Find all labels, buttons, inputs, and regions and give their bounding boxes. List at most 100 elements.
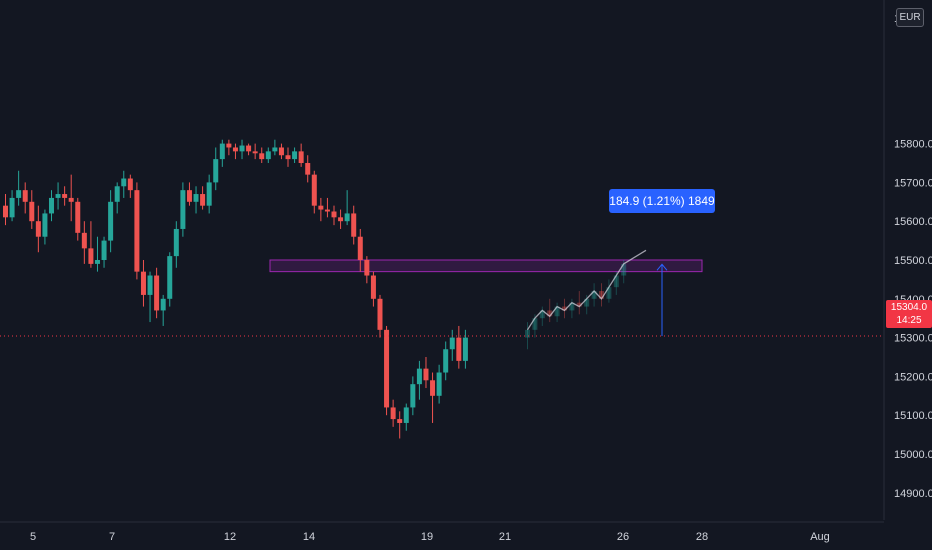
candle-body [298, 151, 304, 163]
projection-body [599, 291, 604, 299]
candle-body [68, 197, 74, 202]
candle-body [416, 368, 422, 385]
candle-body [213, 159, 219, 183]
candle-body [173, 228, 179, 257]
projection-body [532, 318, 538, 330]
candle-body [456, 337, 462, 361]
candle-body [232, 147, 238, 152]
candle-body [134, 190, 140, 272]
current-price-value: 15304.0 [890, 302, 928, 313]
candle-body [259, 153, 265, 160]
candle-body [324, 209, 330, 212]
countdown-timer: 14:25 [896, 315, 922, 326]
candle-body [292, 151, 298, 160]
x-tick-label: 21 [499, 531, 511, 543]
candle-body [29, 201, 35, 222]
candle-body [167, 256, 173, 299]
candle-body [35, 221, 41, 237]
candle-body [127, 178, 133, 191]
candle-body [370, 275, 376, 299]
x-tick-label: 7 [109, 531, 115, 543]
candle-body [443, 349, 449, 373]
candle-body [278, 147, 284, 156]
x-tick-label: 19 [421, 531, 433, 543]
candle-body [147, 275, 153, 295]
candle-body [75, 201, 81, 233]
zone-layer [269, 259, 703, 273]
candle-body [9, 197, 15, 218]
candle-body [449, 337, 455, 350]
candle-body [180, 190, 186, 229]
candle-body [62, 194, 68, 198]
candle-body [186, 190, 192, 202]
y-axis: 14900.015000.015100.015200.015300.015400… [883, 0, 932, 520]
candle-body [140, 271, 146, 295]
currency-badge[interactable]: EUR [896, 8, 924, 27]
projection-body [621, 263, 627, 276]
measure-arrowhead [656, 263, 668, 271]
candles-layer [3, 139, 468, 439]
candle-body [88, 248, 94, 264]
candle-body [48, 197, 54, 214]
y-tick-label: 15500.0 [894, 255, 932, 267]
candle-body [108, 201, 114, 241]
y-tick-label: 15100.0 [894, 410, 932, 422]
candle-body [160, 298, 166, 311]
candle-body [410, 384, 416, 408]
y-tick-label: 15600.0 [894, 216, 932, 228]
candle-body [206, 182, 212, 206]
candle-body [272, 147, 278, 152]
projection-layer [525, 249, 647, 350]
candle-body [384, 329, 390, 408]
projection-body [576, 302, 582, 307]
y-tick-label: 14900.0 [894, 488, 932, 500]
measure-arrow [656, 263, 668, 337]
x-tick-label: 12 [224, 531, 236, 543]
candle-body [226, 143, 232, 148]
x-tick-label: Aug [810, 531, 830, 543]
x-tick-label: 5 [30, 531, 36, 543]
candle-body [390, 407, 396, 420]
candle-body [436, 372, 442, 396]
projection-body [569, 302, 575, 311]
candle-body [357, 236, 363, 260]
candle-body [154, 275, 160, 311]
candle-body [94, 260, 100, 264]
y-tick-label: 15300.0 [894, 333, 932, 345]
projection-path [526, 249, 647, 331]
candle-body [42, 213, 48, 237]
y-tick-label: 15200.0 [894, 371, 932, 383]
candle-body [200, 194, 206, 206]
candle-body [331, 211, 337, 218]
x-tick-label: 26 [617, 531, 629, 543]
projection-body [591, 291, 597, 299]
candle-body [423, 368, 429, 381]
candle-body [364, 260, 370, 276]
projection-body [584, 298, 590, 307]
candle-body [81, 232, 87, 249]
candle-body [246, 145, 252, 152]
candle-body [311, 174, 317, 206]
resistance-zone [269, 259, 703, 273]
x-axis: 5 7 12 14 19 21 26 28 Aug [0, 521, 884, 543]
candle-body [344, 213, 350, 222]
candle-body [318, 205, 324, 210]
x-tick-label: 14 [303, 531, 315, 543]
current-price-tag: 15304.0 14:25 [886, 300, 932, 328]
y-tick-label: 15700.0 [894, 177, 932, 189]
projection-body [554, 306, 560, 317]
candle-body [239, 145, 245, 152]
candle-body [397, 419, 403, 423]
measure-label: 184.9 (1.21%) 1849 [609, 189, 715, 213]
candle-body [16, 190, 22, 198]
projection-body [562, 306, 567, 311]
projection-body [606, 287, 612, 299]
candle-body [114, 186, 120, 202]
y-tick-label: 15800.0 [894, 139, 932, 151]
candle-body [351, 213, 357, 237]
candle-body [430, 380, 436, 396]
projection-body [613, 275, 619, 288]
candle-body [101, 240, 107, 260]
y-tick-label: 15000.0 [894, 449, 932, 461]
